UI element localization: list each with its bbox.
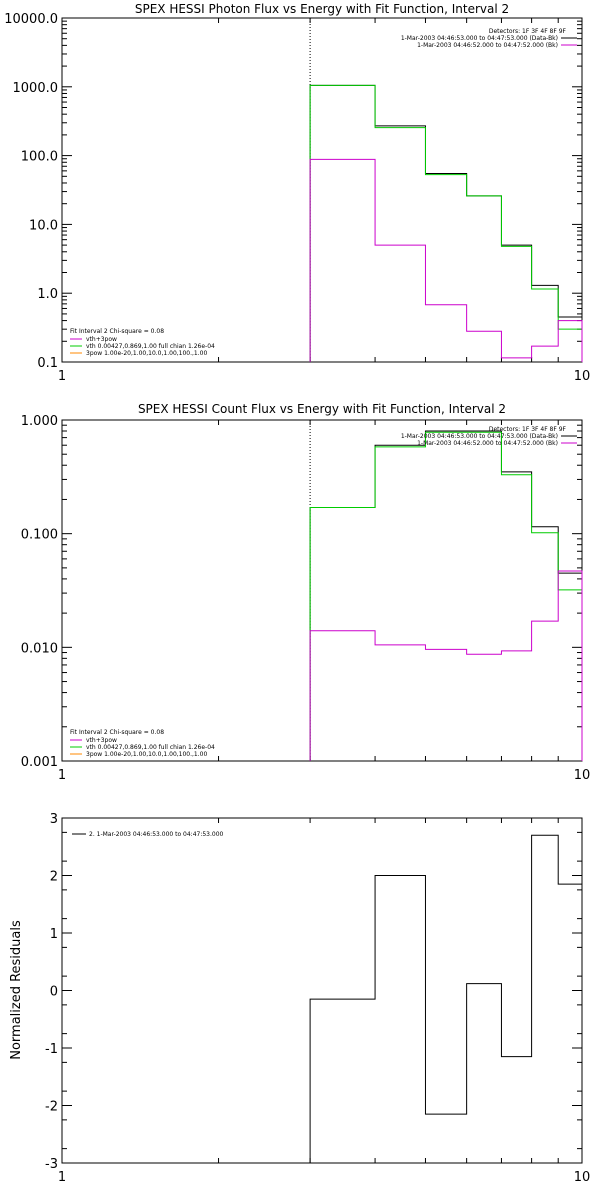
photon-flux-y-tick-label: 1.0	[37, 287, 58, 302]
count-flux-y-tick-label: 1.000	[21, 414, 58, 429]
residuals-y-axis-label: Normalized Residuals	[9, 920, 24, 1060]
count-flux-y-tick-label: 0.010	[21, 641, 58, 656]
count-flux-plot-frame	[61, 419, 583, 762]
photon-flux-y-tick-label: 0.1	[37, 356, 58, 371]
photon-flux-x-tick-label: 10	[574, 369, 591, 384]
residuals-series-0	[309, 834, 583, 1163]
count-flux-fit-entry-1: vth 0.00427,0.869,1.00 full chian 1.26e-…	[86, 744, 215, 751]
count-flux-title: SPEX HESSI Count Flux vs Energy with Fit…	[138, 402, 506, 416]
residuals-y-tick-label: 1	[50, 927, 58, 942]
photon-flux-detectors-label: Detectors: 1F 3F 4F 8F 9F	[489, 28, 567, 35]
photon-flux-y-tick-label: 10000.0	[4, 12, 58, 27]
count-flux-legend-entry-bk: 1-Mar-2003 04:46:52.000 to 04:47:52.000 …	[417, 440, 558, 447]
photon-flux-fit-entry-1: vth 0.00427,0.869,1.00 full chian 1.26e-…	[86, 343, 215, 350]
photon-flux-legend-entry-bk: 1-Mar-2003 04:46:52.000 to 04:47:52.000 …	[417, 42, 558, 49]
residuals-y-tick-label: -2	[45, 1100, 58, 1115]
count-flux-fit-entry-0: vth+3pow	[86, 737, 117, 744]
photon-flux-panel: SPEX HESSI Photon Flux vs Energy with Fi…	[4, 2, 590, 384]
photon-flux-series-1	[309, 84, 583, 362]
residuals-legend-entry: 2. 1-Mar-2003 04:46:53.000 to 04:47:53.0…	[89, 831, 224, 838]
count-flux-panel: SPEX HESSI Count Flux vs Energy with Fit…	[21, 402, 590, 783]
count-flux-x-tick-label: 1	[58, 768, 66, 783]
photon-flux-series-2	[309, 158, 583, 362]
count-flux-y-tick-label: 0.001	[21, 755, 58, 770]
photon-flux-plot-frame	[61, 17, 583, 363]
residuals-y-tick-label: -1	[45, 1042, 58, 1057]
photon-flux-fit-entry-0: vth+3pow	[86, 336, 117, 343]
photon-flux-y-tick-label: 10.0	[29, 218, 58, 233]
photon-flux-title: SPEX HESSI Photon Flux vs Energy with Fi…	[135, 2, 509, 16]
residuals-x-tick-label: 10	[574, 1170, 591, 1185]
photon-flux-fit-entry-2: 3pow 1.00e-20,1.00,10.0,1.00,100.,1.00	[86, 350, 207, 357]
photon-flux-series-0	[309, 84, 583, 362]
photon-flux-legend-entry-data: 1-Mar-2003 04:46:53.000 to 04:47:53.000 …	[401, 35, 558, 42]
residuals-plot-frame	[61, 817, 583, 1164]
photon-flux-y-tick-label: 100.0	[21, 150, 58, 165]
residuals-legend: 2. 1-Mar-2003 04:46:53.000 to 04:47:53.0…	[72, 831, 224, 838]
photon-flux-legend-top-right: Detectors: 1F 3F 4F 8F 9F 1-Mar-2003 04:…	[401, 28, 577, 49]
count-flux-fit-entry-2: 3pow 1.00e-20,1.00,10.0,1.00,100.,1.00	[86, 751, 207, 758]
count-flux-y-tick-label: 0.100	[21, 528, 58, 543]
residuals-panel: Normalized Residuals 1 10 -3 -2 -1 0 1 2 3 2. 1-…	[9, 812, 590, 1185]
count-flux-legend-bottom-left: Fit Interval 2 Chi-square = 0.08 vth+3po…	[70, 729, 215, 758]
residuals-x-tick-label: 1	[58, 1170, 66, 1185]
count-flux-detectors-label: Detectors: 1F 3F 4F 8F 9F	[489, 426, 567, 433]
count-flux-series-1	[309, 431, 583, 761]
residuals-y-tick-label: 0	[50, 985, 58, 1000]
count-flux-series-2	[309, 570, 583, 761]
photon-flux-x-tick-label: 1	[58, 369, 66, 384]
count-flux-legend-entry-data: 1-Mar-2003 04:46:53.000 to 04:47:53.000 …	[401, 433, 558, 440]
count-flux-legend-top-right: Detectors: 1F 3F 4F 8F 9F 1-Mar-2003 04:…	[401, 426, 577, 447]
photon-flux-y-tick-label: 1000.0	[13, 81, 59, 96]
residuals-y-tick-label: 2	[50, 870, 58, 885]
count-flux-x-tick-label: 10	[574, 768, 591, 783]
residuals-y-tick-label: -3	[45, 1157, 58, 1172]
count-flux-series-0	[309, 430, 583, 761]
count-flux-fit-header: Fit Interval 2 Chi-square = 0.08	[70, 729, 164, 736]
photon-flux-fit-header: Fit Interval 2 Chi-square = 0.08	[70, 328, 164, 335]
residuals-y-tick-label: 3	[50, 812, 58, 827]
photon-flux-legend-bottom-left: Fit Interval 2 Chi-square = 0.08 vth+3po…	[70, 328, 215, 357]
